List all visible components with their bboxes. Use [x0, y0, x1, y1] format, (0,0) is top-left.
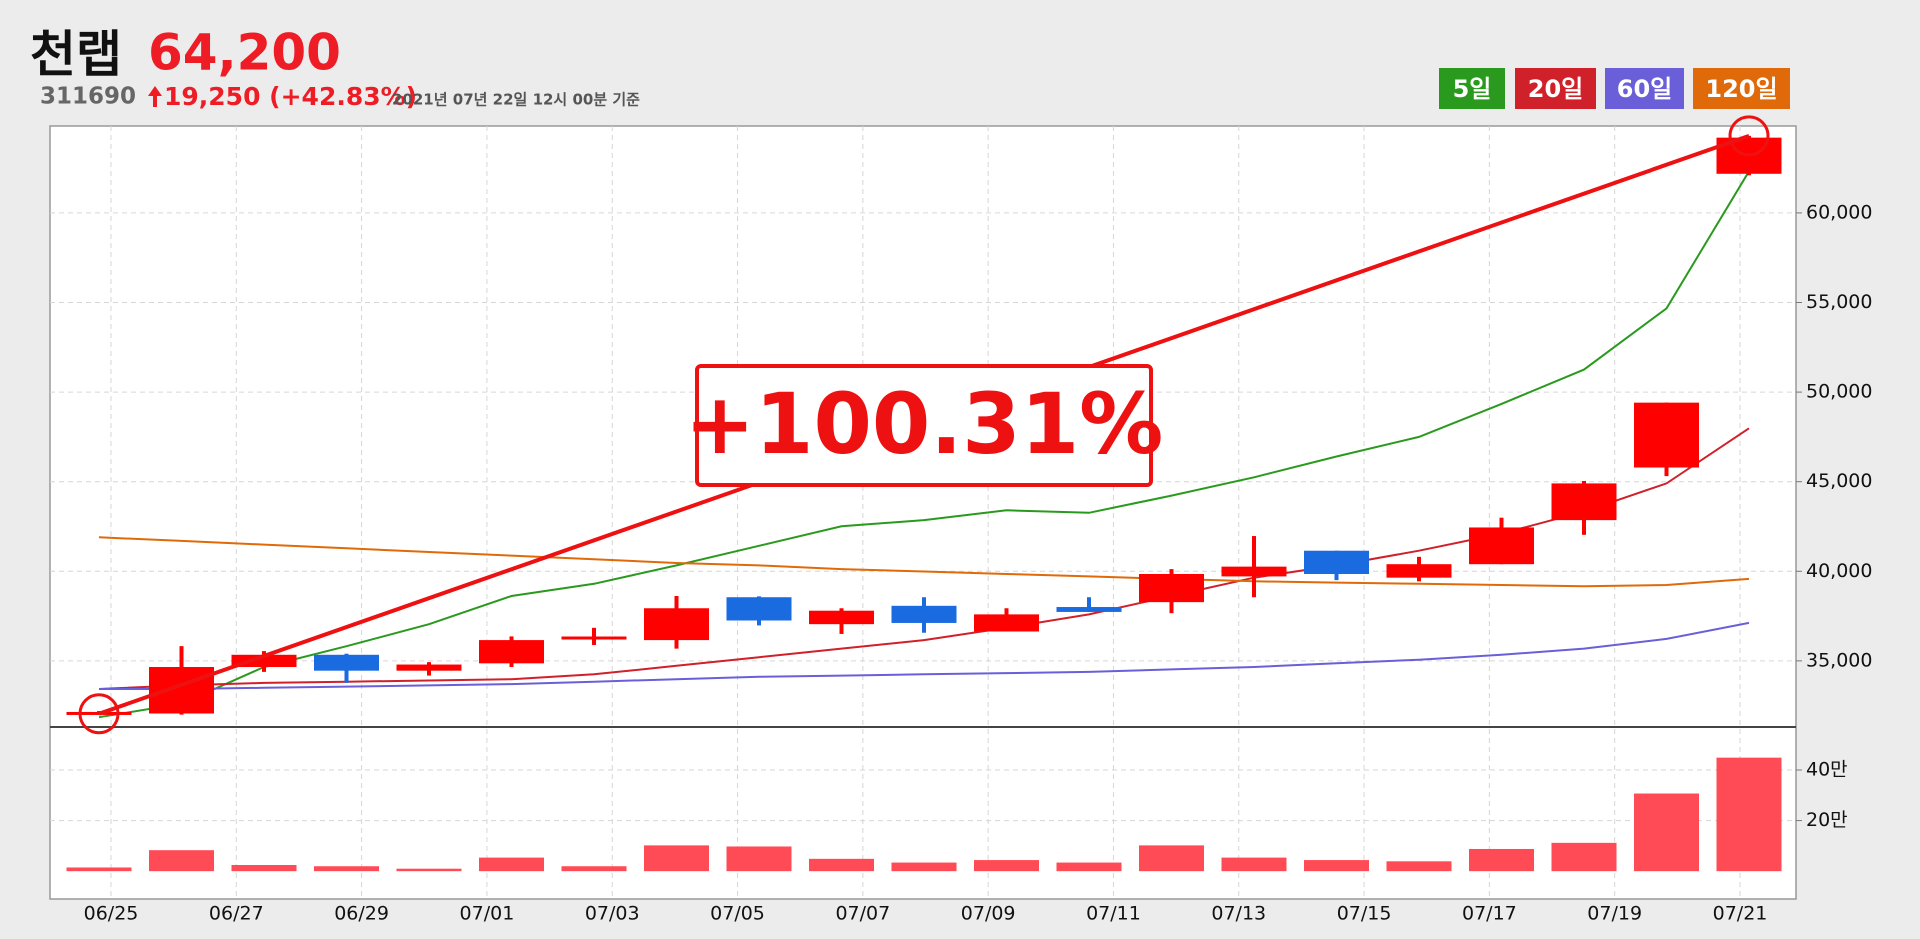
x-tick-label: 07/21 — [1713, 903, 1768, 925]
candle-body — [644, 608, 709, 641]
candle-body — [1304, 550, 1369, 574]
candle-body — [809, 610, 874, 625]
legend-button[interactable] — [1605, 68, 1684, 109]
volume-bar — [809, 858, 874, 872]
volume-bar — [891, 862, 957, 872]
legend-label[interactable]: 5일 — [1453, 75, 1492, 103]
volume-bar — [726, 846, 792, 872]
volume-bar — [314, 866, 379, 872]
price-change: 19,250 (+42.83%) — [164, 82, 417, 111]
volume-bar — [1551, 842, 1617, 872]
moving-average-line — [99, 621, 1750, 690]
volume-tick-label: 20만 — [1806, 809, 1848, 831]
x-tick-label: 06/29 — [334, 903, 389, 925]
stock-name: 천랩 — [30, 26, 122, 84]
volume-bar — [396, 868, 462, 872]
volume-bar — [1716, 757, 1782, 872]
x-tick-label: 07/01 — [460, 903, 515, 925]
annotation-text: +100.31% — [685, 375, 1164, 473]
x-tick-label: 07/05 — [710, 903, 765, 925]
legend-label[interactable]: 120일 — [1705, 75, 1777, 103]
legend-button[interactable] — [1515, 68, 1596, 109]
candle-body — [1551, 483, 1617, 521]
candle-body — [231, 654, 297, 668]
x-tick-label: 07/19 — [1587, 903, 1642, 925]
legend-button[interactable] — [1439, 68, 1505, 109]
volume-bar — [231, 865, 297, 872]
candle-body — [314, 654, 379, 671]
candle-body — [149, 667, 214, 714]
volume-bar — [1634, 793, 1699, 872]
candle-body — [1139, 573, 1204, 603]
moving-average-line — [98, 170, 1750, 719]
y-tick-label: 55,000 — [1806, 291, 1872, 313]
candle-body — [479, 640, 544, 664]
x-tick-label: 07/11 — [1086, 903, 1141, 925]
legend-button[interactable] — [1693, 68, 1790, 109]
candle-body — [891, 605, 957, 623]
timestamp: 2021년 07년 22일 12시 00분 기준 — [392, 91, 640, 109]
candle-body — [1634, 402, 1699, 468]
legend-label[interactable]: 20일 — [1528, 75, 1583, 103]
x-tick-label: 07/13 — [1211, 903, 1266, 925]
annotation-box — [695, 364, 1153, 487]
y-tick-label: 60,000 — [1806, 201, 1872, 223]
candle-body — [561, 636, 627, 640]
plot-area — [49, 125, 1797, 900]
volume-bar — [66, 867, 132, 872]
volume-bar — [149, 850, 214, 872]
x-tick-label: 07/15 — [1337, 903, 1392, 925]
current-price: 64,200 — [148, 24, 341, 82]
volume-tick-label: 40만 — [1806, 759, 1848, 781]
volume-bar — [644, 845, 709, 872]
candle-body — [396, 664, 462, 671]
volume-bar — [1386, 861, 1452, 872]
low-marker — [78, 693, 120, 735]
volume-bar — [1221, 857, 1287, 872]
candle-body — [726, 597, 792, 621]
candle-body — [1469, 527, 1534, 565]
y-tick-label: 45,000 — [1806, 470, 1872, 492]
volume-bar — [1469, 848, 1534, 872]
volume-bar — [1139, 845, 1204, 872]
candle-body — [1221, 566, 1287, 577]
x-tick-label: 07/07 — [835, 903, 890, 925]
volume-bar — [1304, 860, 1369, 872]
candle-body — [1056, 607, 1122, 612]
volume-bar — [561, 866, 627, 872]
up-arrow-icon — [148, 86, 162, 107]
volume-bar — [479, 857, 544, 872]
y-tick-label: 40,000 — [1806, 560, 1872, 582]
moving-average-line — [98, 536, 1750, 588]
high-marker — [1728, 115, 1770, 157]
candle-body — [974, 614, 1039, 632]
y-tick-label: 35,000 — [1806, 649, 1872, 671]
legend-label[interactable]: 60일 — [1617, 75, 1672, 103]
volume-bar — [1056, 862, 1122, 872]
stock-code: 311690 — [40, 84, 136, 110]
x-tick-label: 07/09 — [961, 903, 1016, 925]
candle-body — [1386, 564, 1452, 578]
x-tick-label: 06/25 — [84, 903, 139, 925]
volume-bar — [974, 860, 1039, 872]
x-tick-label: 06/27 — [209, 903, 264, 925]
x-tick-label: 07/03 — [585, 903, 640, 925]
y-tick-label: 50,000 — [1806, 381, 1872, 403]
x-tick-label: 07/17 — [1462, 903, 1517, 925]
